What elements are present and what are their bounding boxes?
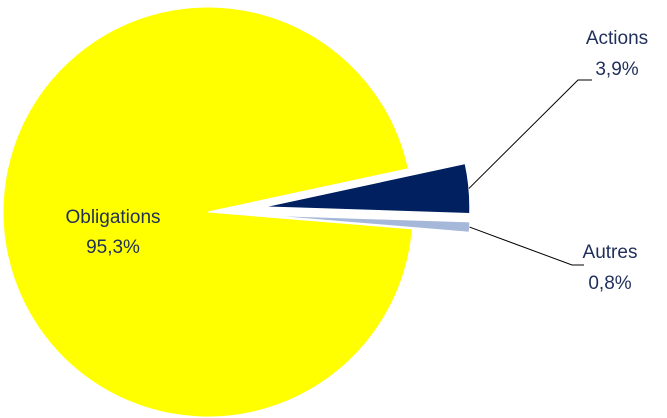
leader-line-autres [469, 226, 584, 266]
slice-label-actions: Actions [586, 28, 648, 49]
pie-slice-actions [264, 163, 471, 215]
leader-line-actions [468, 79, 592, 189]
pie-slice-obligations [2, 6, 413, 418]
slice-value-autres: 0,8% [588, 273, 631, 294]
pie-slice-autres [264, 214, 471, 233]
slice-label-obligations: Obligations [65, 207, 160, 228]
slice-value-actions: 3,9% [595, 59, 638, 80]
slice-label-autres: Autres [583, 242, 638, 263]
leader-lines [468, 79, 592, 266]
slice-value-obligations: 95,3% [86, 237, 140, 258]
pie-slices [2, 6, 471, 418]
